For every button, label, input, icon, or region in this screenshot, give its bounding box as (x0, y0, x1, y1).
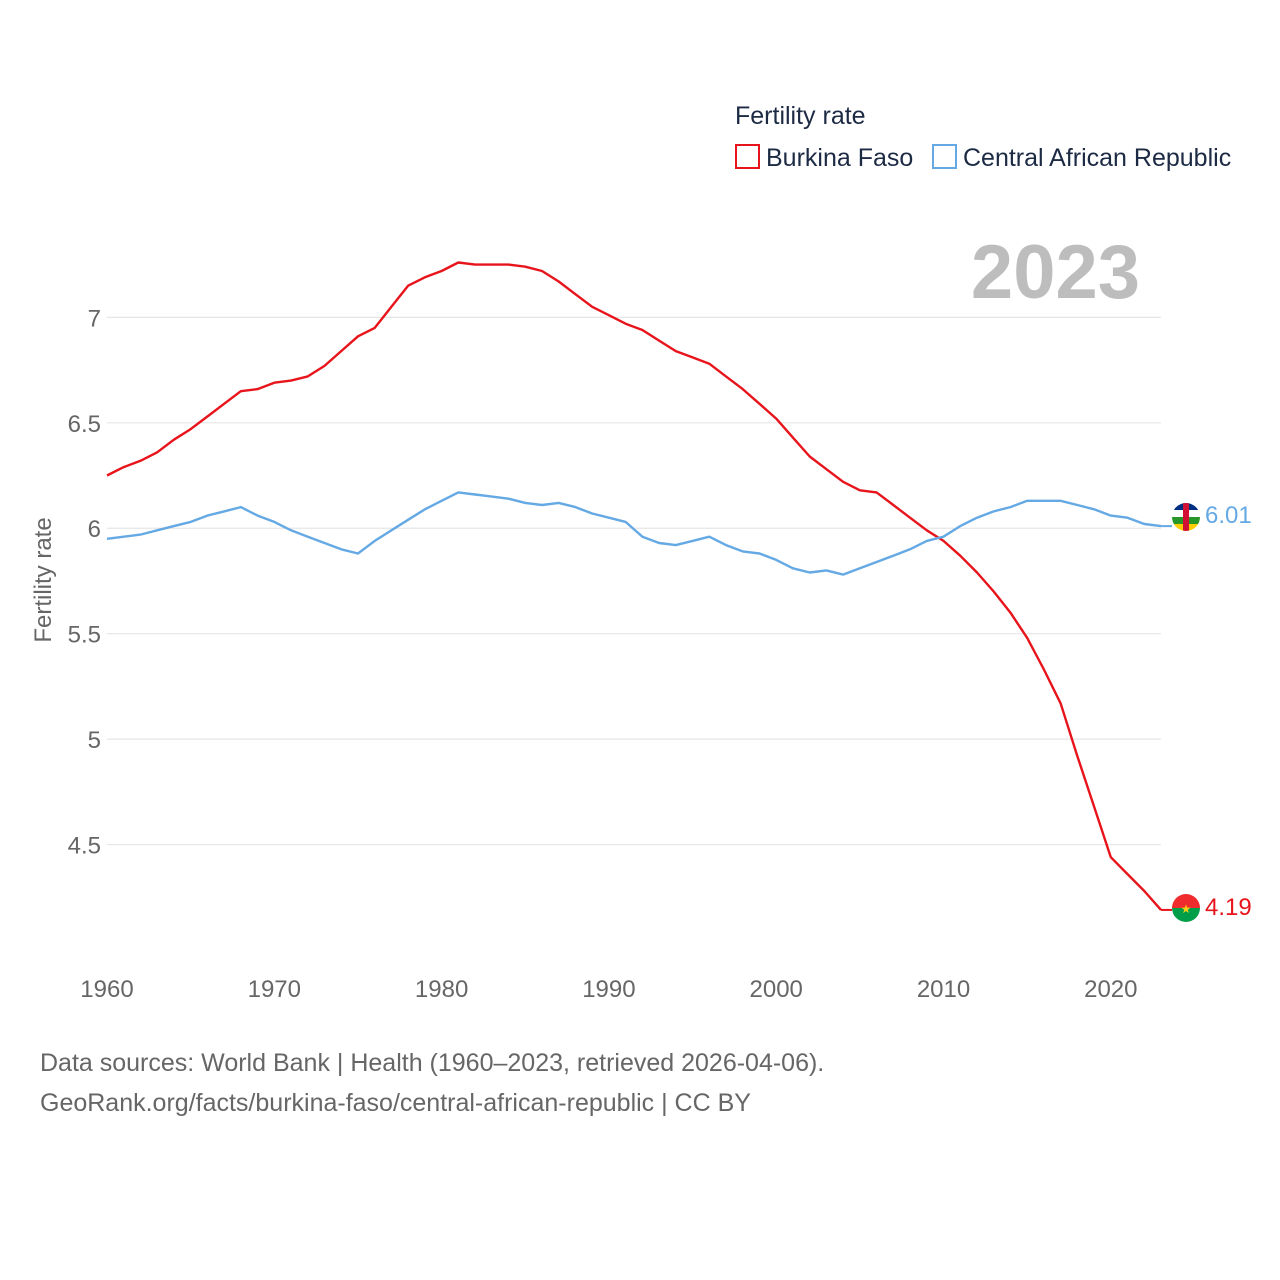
legend-label-central-african-republic[interactable]: Central African Republic (963, 144, 1231, 172)
y-tick-label: 5.5 (68, 622, 101, 649)
x-tick-label: 2010 (917, 976, 970, 1003)
x-tick-label: 1980 (415, 976, 468, 1003)
x-axis-ticks: 1960 1970 1980 1990 2000 2010 2020 (80, 976, 1137, 1003)
series-line-central-african-republic[interactable] (106, 491, 1162, 576)
legend-label-burkina-faso[interactable]: Burkina Faso (766, 144, 913, 172)
year-label: 2023 (971, 230, 1140, 315)
x-tick-label: 1970 (248, 976, 301, 1003)
svg-text:★: ★ (1181, 902, 1192, 916)
attribution-link[interactable]: GeoRank.org/facts/burkina-faso/central-a… (40, 1089, 751, 1117)
y-tick-label: 4.5 (68, 833, 101, 860)
legend-swatch-central-african-republic (932, 144, 957, 169)
series-lines (106, 261, 1162, 911)
central-african-republic-flag-icon (1172, 503, 1200, 531)
x-tick-label: 2000 (750, 976, 803, 1003)
legend-title: Fertility rate (735, 102, 866, 130)
end-label-central-african-republic: 6.01 (1205, 502, 1252, 529)
y-tick-label: 6 (88, 516, 101, 543)
y-tick-label: 5 (88, 727, 101, 754)
series-endpoints (1161, 525, 1172, 911)
x-tick-label: 1990 (582, 976, 635, 1003)
data-source-note: Data sources: World Bank | Health (1960–… (40, 1049, 825, 1077)
end-label-burkina-faso: 4.19 (1205, 894, 1252, 921)
x-tick-label: 2020 (1084, 976, 1137, 1003)
footer: Data sources: World Bank | Health (1960–… (40, 1043, 824, 1123)
gridlines (107, 316, 1161, 846)
y-tick-label: 7 (88, 305, 101, 332)
series-line-burkina-faso[interactable] (106, 261, 1162, 911)
x-tick-label: 1960 (80, 976, 133, 1003)
burkina-faso-flag-icon: ★ (1172, 894, 1200, 922)
legend-swatch-burkina-faso (735, 144, 760, 169)
y-tick-label: 6.5 (68, 411, 101, 438)
y-axis-label: Fertility rate (30, 517, 57, 642)
y-axis-ticks: 4.5 5 5.5 6 6.5 7 (68, 305, 101, 859)
